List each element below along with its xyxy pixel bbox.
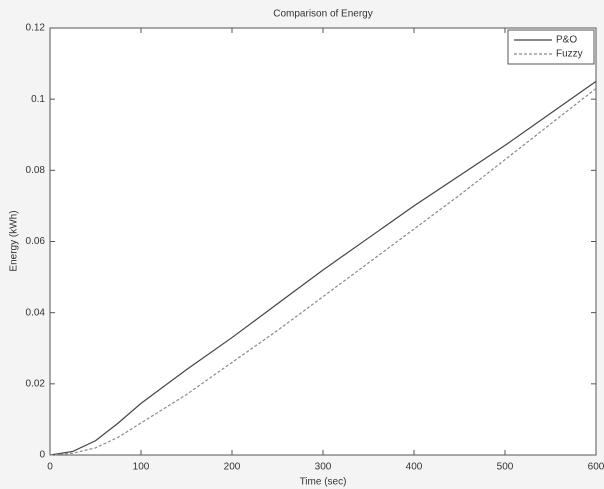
x-axis-label: Time (sec) xyxy=(300,477,347,488)
series-line xyxy=(49,80,597,456)
y-tick-label: 0.04 xyxy=(26,307,46,318)
y-tick-label: 0.12 xyxy=(26,23,46,34)
y-tick-label: 0.1 xyxy=(31,94,45,105)
x-tick-label: 0 xyxy=(47,462,53,473)
y-tick-label: 0 xyxy=(39,450,45,461)
y-tick-label: 0.08 xyxy=(26,165,46,176)
x-tick-label: 600 xyxy=(588,462,604,473)
x-tick-label: 500 xyxy=(497,462,514,473)
legend-label: P&O xyxy=(556,35,577,46)
x-tick-label: 300 xyxy=(315,462,332,473)
legend-box xyxy=(507,29,595,65)
plot-area xyxy=(49,27,597,456)
y-axis-label: Energy (kWh) xyxy=(9,210,20,271)
chart-title: Comparison of Energy xyxy=(273,9,373,20)
x-tick-label: 200 xyxy=(224,462,241,473)
x-tick-label: 100 xyxy=(133,462,150,473)
x-tick-label: 400 xyxy=(406,462,423,473)
y-tick-label: 0.02 xyxy=(26,378,46,389)
legend-label: Fuzzy xyxy=(556,49,583,60)
y-tick-label: 0.06 xyxy=(26,236,46,247)
